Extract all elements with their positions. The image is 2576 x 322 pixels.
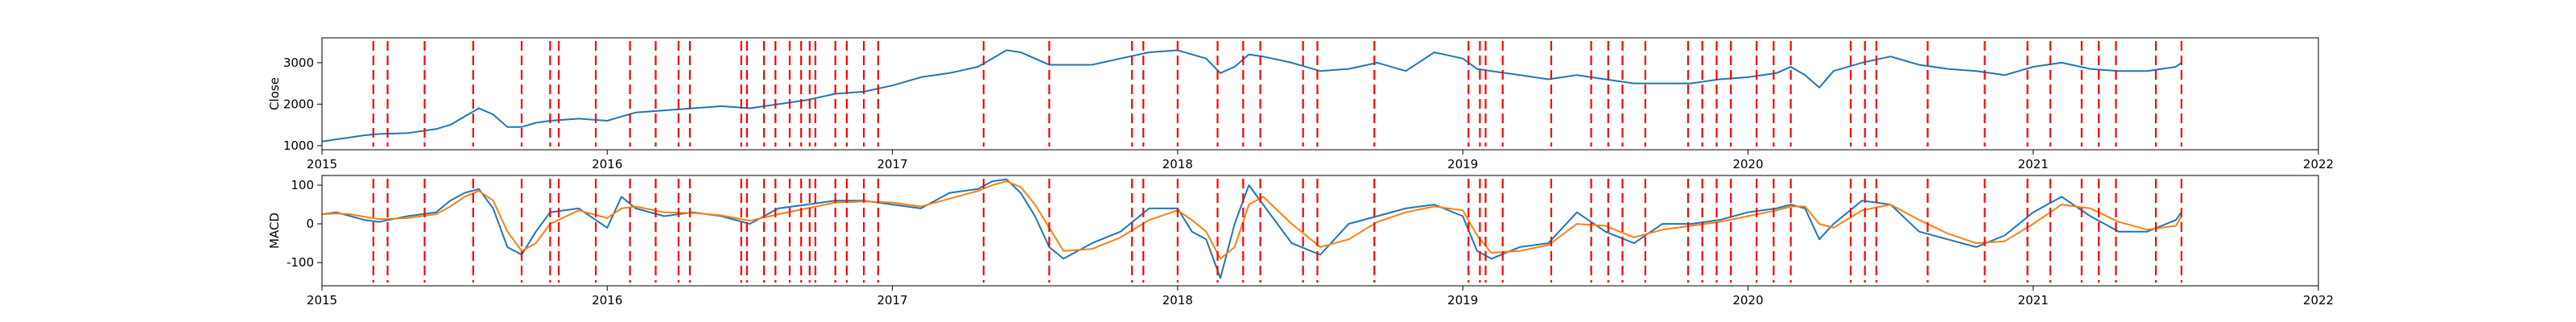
plot-area: [322, 41, 2182, 147]
series-line-0: [322, 49, 2182, 142]
x-tick-label: 2017: [877, 157, 907, 171]
x-tick-label: 2016: [592, 293, 622, 308]
close-price-panel: 2015 2016 2017 2018 2019 2020 2021 2022 1000 2000…: [267, 37, 2334, 171]
x-tick-label: 2021: [2018, 157, 2049, 171]
y-axis-label: MACD: [267, 213, 282, 249]
x-tick-label: 2017: [877, 293, 907, 308]
y-tick-label: 3000: [283, 56, 314, 70]
macd-panel: 2015 2016 2017 2018 2019 2020 2021 2022 -100 0 100…: [267, 175, 2334, 308]
x-tick-label: 2018: [1162, 157, 1193, 171]
series-line-1: [322, 180, 2182, 260]
x-tick-label: 2015: [307, 293, 337, 308]
y-tick-label: -100: [287, 255, 314, 270]
x-tick-label: 2022: [2303, 293, 2334, 308]
series-line-0: [322, 178, 2182, 279]
x-tick-label: 2019: [1447, 157, 1478, 171]
x-tick-label: 2018: [1162, 293, 1193, 308]
axes-frame: [321, 37, 2319, 151]
x-tick-label: 2022: [2303, 157, 2334, 171]
y-axis-label: Close: [267, 77, 282, 110]
x-tick-label: 2020: [1732, 293, 1763, 308]
x-tick-label: 2021: [2018, 293, 2049, 308]
axes-frame: [321, 175, 2319, 287]
x-tick-label: 2016: [592, 157, 622, 171]
x-tick-label: 2019: [1447, 293, 1478, 308]
y-tick-label: 2000: [283, 97, 314, 111]
x-tick-label: 2020: [1732, 157, 1763, 171]
y-tick-label: 100: [291, 178, 314, 192]
y-tick-label: 0: [306, 217, 314, 231]
plot-area: [322, 178, 2182, 283]
y-tick-label: 1000: [283, 138, 314, 153]
x-tick-label: 2015: [307, 157, 337, 171]
